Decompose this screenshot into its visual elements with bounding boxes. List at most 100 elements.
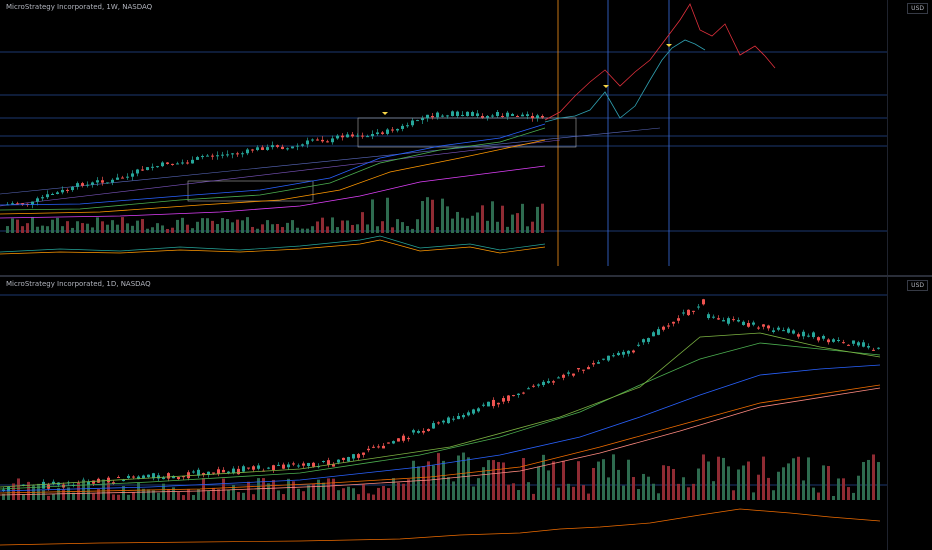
weekly-candle [401, 125, 404, 129]
daily-volume-bar [262, 478, 265, 500]
weekly-volume-bar [221, 218, 224, 233]
weekly-volume-bar [306, 228, 309, 233]
daily-volume-bar [222, 478, 225, 500]
daily-candle [642, 339, 645, 343]
weekly-candle [256, 147, 259, 151]
pane-divider[interactable] [0, 275, 932, 277]
daily-chart-canvas[interactable] [0, 277, 888, 550]
daily-volume-bar [737, 469, 740, 500]
weekly-volume-bar [236, 219, 239, 233]
weekly-candle [391, 129, 394, 131]
weekly-volume-bar [416, 219, 419, 233]
weekly-candle [311, 139, 314, 141]
daily-volume-bar [702, 454, 705, 500]
weekly-volume-bar [396, 219, 399, 233]
weekly-candle [431, 116, 434, 118]
daily-candle [187, 472, 190, 479]
daily-volume-bar [322, 482, 325, 500]
weekly-volume-bar [196, 221, 199, 233]
daily-volume-bar [597, 461, 600, 500]
daily-candle [252, 466, 255, 470]
daily-volume-bar [827, 466, 830, 500]
weekly-candle [41, 197, 44, 199]
weekly-candle [251, 149, 254, 151]
daily-candle [817, 337, 820, 341]
weekly-volume-bar [536, 206, 539, 233]
daily-candle [462, 415, 465, 418]
weekly-volume-bar [286, 222, 289, 233]
weekly-volume-bar [436, 226, 439, 233]
daily-volume-bar [507, 484, 510, 500]
daily-volume-bar [857, 475, 860, 500]
daily-volume-bar [567, 483, 570, 500]
weekly-volume-bar [391, 227, 394, 233]
daily-volume-bar [142, 488, 145, 500]
weekly-chart-canvas[interactable] [0, 0, 888, 276]
weekly-candle [291, 146, 294, 149]
daily-candle [812, 332, 815, 338]
daily-candle [757, 327, 760, 329]
weekly-candle [106, 182, 109, 184]
moving-average-line [0, 342, 881, 490]
daily-volume-bar [862, 461, 865, 500]
daily-candle [682, 312, 685, 314]
daily-volume-bar [317, 479, 320, 500]
daily-volume-bar [437, 453, 440, 500]
weekly-volume-bar [146, 228, 149, 233]
daily-candle [312, 462, 315, 467]
weekly-candle [201, 156, 204, 158]
daily-volume-bar [692, 483, 695, 500]
daily-chart-pane[interactable]: MicroStrategy Incorporated, 1D, NASDAQ U… [0, 277, 932, 550]
daily-candle [122, 479, 125, 482]
daily-volume-bar [212, 487, 215, 500]
daily-volume-bar [687, 487, 690, 500]
weekly-chart-pane[interactable]: MicroStrategy Incorporated, 1W, NASDAQ U… [0, 0, 932, 276]
daily-candle [232, 468, 235, 474]
daily-candle [127, 475, 130, 479]
weekly-volume-bar [516, 213, 519, 233]
range-box [187, 180, 314, 202]
weekly-volume-bar [541, 203, 544, 233]
weekly-candle [481, 116, 484, 118]
daily-volume-bar [492, 460, 495, 500]
daily-candle [392, 441, 395, 444]
weekly-volume-bar [481, 205, 484, 233]
signal-marker [382, 112, 388, 115]
daily-candle [87, 481, 90, 485]
weekly-candle [21, 203, 24, 205]
weekly-volume-bar [291, 220, 294, 233]
daily-volume-bar [167, 488, 170, 500]
daily-volume-bar [627, 459, 630, 500]
weekly-candle [411, 120, 414, 126]
weekly-volume-bar [176, 219, 179, 233]
daily-candle [467, 412, 470, 416]
daily-price-axis[interactable]: USD [887, 277, 932, 550]
daily-volume-bar [532, 493, 535, 500]
daily-candle [237, 468, 240, 475]
daily-volume-bar [52, 494, 55, 500]
moving-average-line [0, 364, 881, 492]
daily-volume-bar [277, 490, 280, 500]
weekly-volume-bar [506, 226, 509, 233]
daily-volume-bar [367, 493, 370, 500]
weekly-volume-bar [41, 225, 44, 233]
weekly-price-axis[interactable]: USD [887, 0, 932, 276]
daily-candle [117, 477, 120, 479]
daily-candle [632, 350, 635, 353]
daily-volume-bar [607, 477, 610, 500]
weekly-candle [366, 136, 369, 138]
daily-volume-bar [412, 460, 415, 500]
weekly-volume-bar [141, 219, 144, 233]
daily-candle [617, 352, 620, 356]
daily-candle [587, 367, 590, 370]
daily-volume-bar [312, 484, 315, 500]
daily-candle [397, 438, 400, 442]
daily-candle [737, 319, 740, 322]
weekly-volume-bar [441, 198, 444, 233]
weekly-volume-bar [201, 218, 204, 233]
daily-volume-bar [877, 462, 880, 500]
daily-candle [622, 351, 625, 355]
daily-volume-bar [762, 456, 765, 500]
daily-candle [502, 398, 505, 402]
daily-candle [222, 469, 225, 473]
